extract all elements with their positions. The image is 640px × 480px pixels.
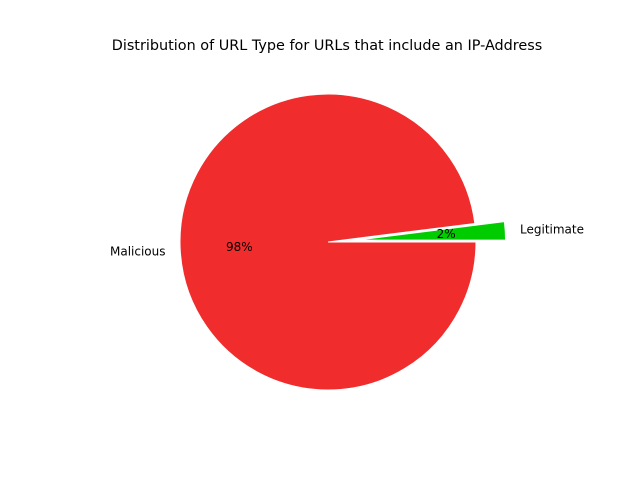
slice-label-malicious: Malicious	[110, 245, 166, 259]
pie-slices	[179, 93, 507, 391]
slice-pct-malicious: 98%	[226, 240, 253, 254]
slice-pct-legitimate: 2%	[437, 227, 456, 241]
pie-slice-legitimate	[357, 221, 507, 241]
pie-labels: Legitimate 2% Malicious 98%	[110, 222, 584, 258]
chart-title: Distribution of URL Type for URLs that i…	[112, 38, 543, 54]
slice-label-legitimate: Legitimate	[520, 222, 584, 236]
pie-slice-malicious	[179, 93, 477, 391]
